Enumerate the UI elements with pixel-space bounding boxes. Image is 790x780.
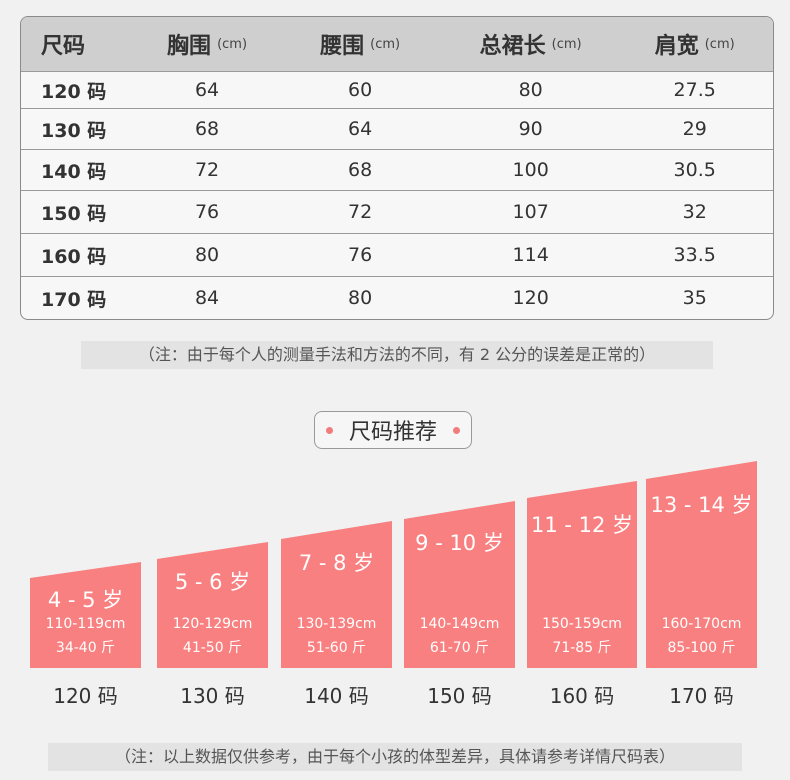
bar-size-label: 120 码	[53, 684, 118, 708]
bar-weight: 51-60 斤	[306, 640, 367, 656]
recommendation-bar: 7 - 8 岁 130-139cm 51-60 斤	[281, 521, 392, 668]
cell-chest: 76	[194, 201, 220, 223]
recommendation-bar: 13 - 14 岁 160-170cm 85-100 斤	[646, 461, 757, 668]
cell-length: 100	[512, 159, 549, 181]
bar-age: 5 - 6 岁	[174, 570, 251, 594]
bar-info: 110-119cm 34-40 斤	[30, 612, 141, 660]
cell-waist: 72	[348, 201, 373, 223]
cell-chest: 64	[194, 79, 220, 101]
cell-size: 170 码	[41, 288, 107, 311]
size-table: 尺码 胸围 (cm) 腰围 (cm) 总裙长 (cm) 肩宽 (cm) 120 码 64…	[20, 16, 774, 320]
cell-length: 114	[512, 244, 549, 266]
table-row: 150 码 76 72 107 32	[21, 190, 773, 233]
cell-waist: 60	[348, 79, 373, 101]
cell-shoulder: 32	[682, 201, 707, 223]
header-unit: (cm)	[551, 36, 582, 52]
cell-size: 140 码	[41, 160, 107, 183]
header-size: 尺码	[41, 34, 86, 59]
cell-chest: 84	[194, 287, 220, 309]
header-chest: 胸围 (cm)	[167, 34, 248, 59]
cell-size: 120 码	[41, 80, 107, 103]
bar-info: 140-149cm 61-70 斤	[404, 612, 515, 660]
section-title: 尺码推荐	[314, 411, 472, 449]
cell-length: 80	[518, 79, 543, 101]
table-row: 130 码 68 64 90 29	[21, 108, 773, 149]
bar-size-label: 140 码	[304, 684, 369, 708]
bar-height: 120-129cm	[172, 616, 253, 632]
cell-shoulder: 27.5	[673, 79, 716, 101]
section-title-text: 尺码推荐	[348, 420, 437, 445]
header-unit: (cm)	[704, 36, 735, 52]
cell-shoulder: 35	[682, 287, 707, 309]
bar-height: 140-149cm	[419, 616, 500, 632]
cell-waist: 80	[348, 287, 373, 309]
bar-age: 7 - 8 岁	[298, 551, 375, 575]
bar-age: 9 - 10 岁	[415, 531, 504, 555]
table-row: 170 码 84 80 120 35	[21, 276, 773, 319]
cell-waist: 64	[348, 118, 373, 140]
cell-shoulder: 30.5	[673, 159, 716, 181]
bar-height: 130-139cm	[296, 616, 377, 632]
cell-shoulder: 29	[682, 118, 707, 140]
cell-size: 160 码	[41, 245, 107, 268]
bar-size-label: 160 码	[549, 684, 615, 708]
bar-weight: 34-40 斤	[55, 640, 116, 656]
bar-weight: 71-85 斤	[552, 640, 612, 656]
bar-info: 150-159cm 71-85 斤	[527, 612, 637, 660]
recommendation-bar: 5 - 6 岁 120-129cm 41-50 斤	[157, 542, 268, 668]
table-row: 120 码 64 60 80 27.5	[21, 71, 773, 108]
bar-height: 110-119cm	[45, 616, 126, 632]
cell-length: 90	[518, 118, 543, 140]
table-row: 140 码 72 68 100 30.5	[21, 149, 773, 190]
cell-length: 120	[512, 287, 549, 309]
bar-height: 150-159cm	[542, 616, 622, 632]
measurement-note: （注：由于每个人的测量手法和方法的不同，有 2 公分的误差是正常的）	[81, 341, 713, 369]
table-row: 160 码 80 76 114 33.5	[21, 233, 773, 276]
bar-size-label: 150 码	[427, 684, 492, 708]
header-unit: (cm)	[370, 36, 401, 52]
bar-weight: 61-70 斤	[429, 640, 490, 656]
bar-weight: 85-100 斤	[667, 640, 736, 656]
dot-icon	[453, 426, 460, 434]
bar-weight: 41-50 斤	[182, 640, 243, 656]
bar-info: 160-170cm 85-100 斤	[646, 612, 757, 660]
bar-age: 4 - 5 岁	[47, 588, 124, 612]
bar-size-label: 130 码	[180, 684, 245, 708]
cell-length: 107	[512, 201, 549, 223]
bar-info: 130-139cm 51-60 斤	[281, 612, 392, 660]
bar-height: 160-170cm	[661, 616, 742, 632]
cell-chest: 80	[194, 244, 220, 266]
header-unit: (cm)	[217, 36, 248, 52]
dot-icon	[325, 426, 333, 434]
cell-chest: 68	[194, 118, 220, 140]
cell-shoulder: 33.5	[673, 244, 716, 266]
recommendation-bar: 4 - 5 岁 110-119cm 34-40 斤	[30, 562, 141, 668]
bar-info: 120-129cm 41-50 斤	[157, 612, 268, 660]
cell-waist: 68	[348, 159, 373, 181]
recommendation-bar: 11 - 12 岁 150-159cm 71-85 斤	[527, 481, 637, 668]
cell-size: 130 码	[41, 119, 107, 142]
header-waist: 腰围 (cm)	[320, 34, 401, 59]
header-shoulder: 肩宽 (cm)	[654, 34, 735, 59]
cell-size: 150 码	[41, 202, 107, 225]
bar-age: 11 - 12 岁	[530, 513, 634, 537]
header-skirt-length: 总裙长 (cm)	[479, 34, 582, 59]
cell-chest: 72	[194, 159, 220, 181]
recommendation-bar: 9 - 10 岁 140-149cm 61-70 斤	[404, 501, 515, 668]
bar-size-label: 170 码	[669, 684, 734, 708]
table-header-row: 尺码 胸围 (cm) 腰围 (cm) 总裙长 (cm) 肩宽 (cm)	[21, 17, 773, 71]
cell-waist: 76	[348, 244, 373, 266]
reference-note: （注：以上数据仅供参考，由于每个小孩的体型差异，具体请参考详情尺码表）	[48, 743, 742, 771]
bar-age: 13 - 14 岁	[650, 493, 753, 517]
